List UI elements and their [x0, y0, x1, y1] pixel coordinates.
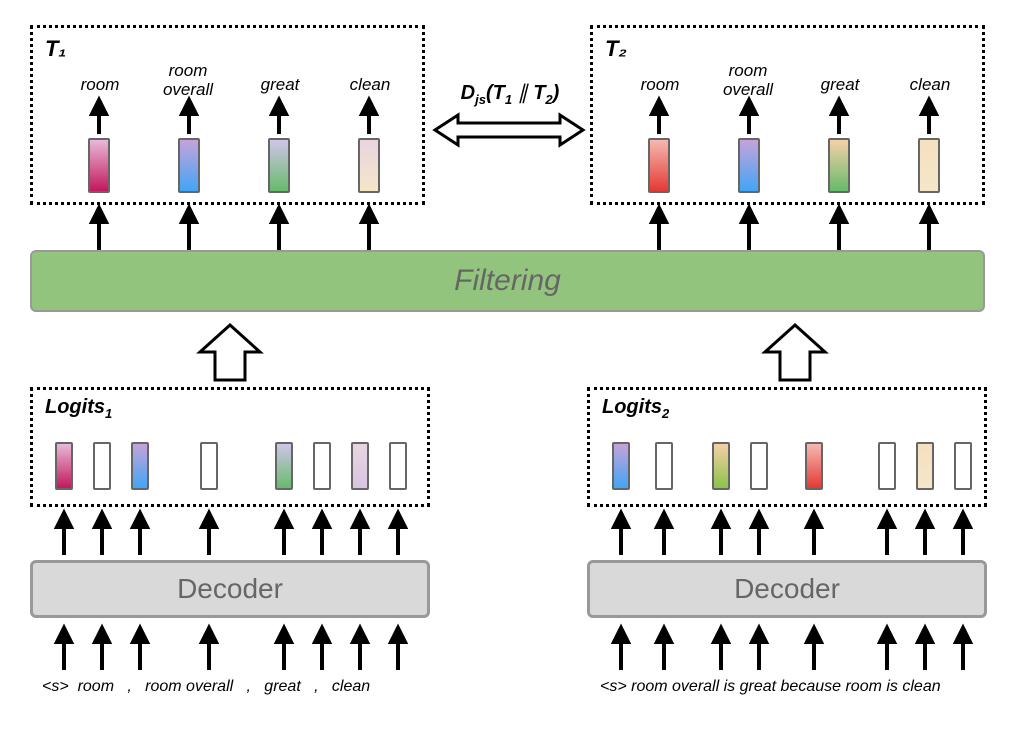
t2-inner-arrows — [580, 20, 1000, 220]
l2-token-7 — [954, 442, 972, 490]
l1-token-4 — [275, 442, 293, 490]
l1-token-7 — [389, 442, 407, 490]
input2-to-decoder-arrows — [577, 620, 1007, 675]
l1-token-2 — [131, 442, 149, 490]
decoder1-to-logits-arrows — [20, 505, 450, 560]
l2-token-0 — [612, 442, 630, 490]
input1-to-decoder-arrows — [20, 620, 450, 675]
filtering-bar: Filtering — [30, 250, 985, 312]
l1-token-5 — [313, 442, 331, 490]
big-arrow-left — [190, 320, 270, 390]
l2-token-3 — [750, 442, 768, 490]
l1-token-6 — [351, 442, 369, 490]
l1-token-0 — [55, 442, 73, 490]
l2-token-4 — [805, 442, 823, 490]
input2-text: <s> room overall is great because room i… — [600, 678, 941, 696]
l1-token-3 — [200, 442, 218, 490]
l2-token-2 — [712, 442, 730, 490]
decoder2-bar: Decoder — [587, 560, 987, 618]
architecture-diagram: T₁ room room overall great clean T₂ room… — [20, 20, 1011, 712]
decoder2-to-logits-arrows — [577, 505, 1007, 560]
big-arrow-right — [755, 320, 835, 390]
t1-inner-arrows — [20, 20, 440, 220]
logits1-label: Logits1 — [45, 396, 112, 421]
double-arrow-icon — [430, 110, 588, 150]
input1-text: <s> room , room overall , great , clean — [42, 678, 370, 696]
logits2-label: Logits2 — [602, 396, 669, 421]
l2-token-6 — [916, 442, 934, 490]
l2-token-1 — [655, 442, 673, 490]
decoder1-bar: Decoder — [30, 560, 430, 618]
l2-token-5 — [878, 442, 896, 490]
l1-token-1 — [93, 442, 111, 490]
logits1-box: Logits1 — [30, 387, 430, 507]
djs-formula: Djs(T1 ∥ T2) — [435, 80, 585, 107]
